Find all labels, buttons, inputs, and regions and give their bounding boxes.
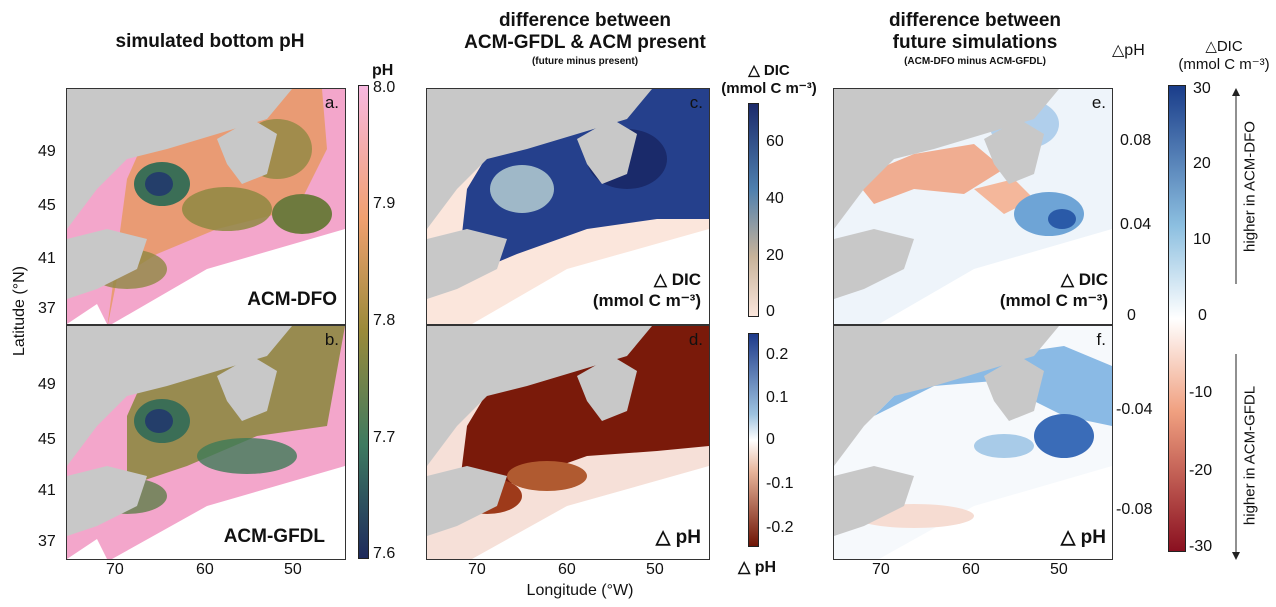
panel-label-c: △ DIC (mmol C m⁻³) (593, 269, 701, 311)
map-panel-f: f. △ pH (833, 325, 1113, 560)
diff-dic-title-line1: △DIC (1205, 38, 1243, 55)
lat-tick-top: 49 (38, 143, 56, 160)
lon-tick: 70 (468, 561, 486, 578)
ph-colorbar-tick: 7.9 (373, 195, 396, 212)
lat-tick-top: 45 (38, 197, 56, 214)
lon-tick: 50 (284, 561, 302, 578)
dic-colorbar-tick: 20 (766, 247, 784, 264)
map-panel-e: e. △ DIC (mmol C m⁻³) (833, 88, 1113, 325)
col2-subtitle: (future minus present) (531, 56, 639, 67)
col3-title-line1: difference between (888, 10, 1062, 31)
col2-title-line2: ACM-GFDL & ACM present (464, 32, 706, 53)
dic-colorbar-tick: 60 (766, 133, 784, 150)
diff-dic-tick: -10 (1189, 384, 1213, 401)
panel-tag-e: e. (1091, 93, 1106, 112)
lon-tick: 70 (106, 561, 124, 578)
dph-colorbar-tick: -0.1 (766, 475, 794, 492)
dic-colorbar-tick: 40 (766, 190, 784, 207)
map-f (834, 326, 1112, 559)
dic-colorbar-title-line2: (mmol C m⁻³) (721, 80, 817, 97)
diff-ph-tick: 0 (1127, 307, 1136, 324)
lon-tick: 60 (962, 561, 980, 578)
ph-colorbar-title: pH (372, 62, 394, 79)
panel-label-a: ACM-DFO (247, 289, 337, 310)
diff-ph-tick: -0.08 (1116, 501, 1153, 518)
dph-colorbar-tick: 0 (766, 431, 775, 448)
map-panel-c: c. △ DIC (mmol C m⁻³) (426, 88, 710, 325)
map-a (67, 89, 345, 324)
diff-ph-tick: -0.04 (1116, 401, 1153, 418)
panel-label-c-line1: △ DIC (653, 270, 701, 289)
higher-gfdl-label: higher in ACM-GFDL (1241, 385, 1259, 526)
lat-tick-bottom: 45 (38, 431, 56, 448)
y-axis-title: Latitude (°N) (11, 266, 28, 356)
diff-dic-tick: 30 (1193, 80, 1211, 97)
col3-title: difference between future simulations (830, 10, 1120, 54)
col1-title: simulated bottom pH (115, 31, 305, 52)
map-e (834, 89, 1112, 324)
col3-title-line2: future simulations (892, 32, 1058, 53)
lon-tick: 70 (872, 561, 890, 578)
panel-tag-d: d. (688, 330, 703, 349)
map-panel-d: d. △ pH (426, 325, 710, 560)
higher-dfo-label: higher in ACM-DFO (1241, 121, 1259, 252)
ph-colorbar-tick: 7.7 (373, 429, 396, 446)
panel-tag-a: a. (324, 93, 339, 112)
arrow-up-icon (1232, 88, 1240, 284)
diff-dic-tick: -30 (1189, 538, 1213, 555)
lon-tick: 60 (558, 561, 576, 578)
ph-colorbar-tick: 7.6 (373, 545, 396, 562)
map-d (427, 326, 709, 559)
diff-dic-title-line2: (mmol C m⁻³) (1178, 56, 1270, 73)
dic-colorbar-title: △ DIC (mmol C m⁻³) (710, 62, 828, 98)
panel-tag-b: b. (324, 330, 339, 349)
lat-tick-top: 37 (38, 300, 56, 317)
dic-colorbar-tick: 0 (766, 303, 775, 320)
panel-label-e: △ DIC (mmol C m⁻³) (1000, 269, 1108, 311)
x-axis-title: Longitude (°W) (526, 582, 634, 599)
panel-tag-c: c. (689, 93, 703, 112)
panel-label-d: △ pH (655, 527, 701, 548)
ph-colorbar-tick: 8.0 (373, 79, 396, 96)
lat-tick-bottom: 49 (38, 376, 56, 393)
ph-colorbar (358, 85, 369, 559)
diff-dic-tick: 10 (1193, 231, 1211, 248)
dph-colorbar-tick: 0.1 (766, 389, 789, 406)
panel-label-e-line2: (mmol C m⁻³) (999, 291, 1108, 310)
diff-dic-title: △DIC (mmol C m⁻³) (1172, 38, 1276, 74)
panel-label-c-line2: (mmol C m⁻³) (592, 291, 701, 310)
lon-tick: 50 (646, 561, 664, 578)
lon-tick: 50 (1050, 561, 1068, 578)
col2-title-line1: difference between (498, 10, 672, 31)
col2-title: difference between ACM-GFDL & ACM presen… (420, 10, 750, 54)
lat-tick-bottom: 37 (38, 533, 56, 550)
map-panel-a: a. ACM-DFO (66, 88, 346, 325)
lat-tick-top: 41 (38, 250, 56, 267)
col3-subtitle: (ACM-DFO minus ACM-GFDL) (904, 56, 1046, 67)
diff-dic-tick: 0 (1198, 307, 1207, 324)
map-panel-b: b. ACM-GFDL (66, 325, 346, 560)
lat-tick-bottom: 41 (38, 482, 56, 499)
diff-dic-tick: -20 (1189, 462, 1213, 479)
diff-ph-tick: 0.04 (1120, 216, 1152, 233)
arrow-down-icon (1232, 354, 1240, 560)
diff-ph-tick: 0.08 (1120, 132, 1152, 149)
lon-tick: 60 (196, 561, 214, 578)
dph-colorbar (748, 333, 759, 547)
dic-colorbar-title-line1: △ DIC (748, 62, 790, 79)
panel-label-f: △ pH (1060, 527, 1106, 548)
dic-colorbar (748, 103, 759, 317)
map-b (67, 326, 345, 559)
diff-dic-tick: 20 (1193, 155, 1211, 172)
ph-colorbar-tick: 7.8 (373, 312, 396, 329)
diff-ph-title: △pH (1112, 42, 1145, 59)
map-c (427, 89, 709, 324)
diff-dic-colorbar (1168, 85, 1186, 552)
panel-tag-f: f. (1096, 330, 1106, 349)
dph-colorbar-tick: -0.2 (766, 519, 794, 536)
panel-label-e-line1: △ DIC (1060, 270, 1108, 289)
dph-colorbar-title: △ pH (738, 559, 777, 576)
panel-label-b: ACM-GFDL (223, 526, 325, 547)
dph-colorbar-tick: 0.2 (766, 346, 789, 363)
